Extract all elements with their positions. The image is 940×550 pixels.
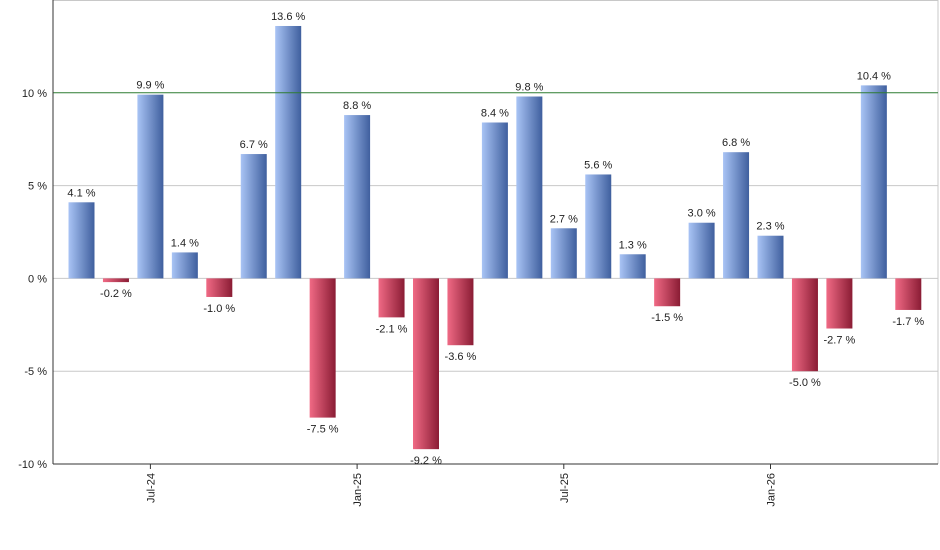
bar (413, 278, 439, 450)
bar (275, 25, 302, 279)
data-label: 10.4 % (857, 70, 891, 82)
data-label: -9.2 % (410, 455, 442, 467)
x-tick-label: Jan-25 (352, 473, 364, 507)
bar (171, 252, 198, 279)
x-tick-label: Jul-24 (145, 473, 157, 503)
bar (688, 222, 715, 279)
data-label: -2.7 % (824, 335, 856, 347)
axes: -10 % -5 % 0 % 5 % 10 % Jul-24 Jan-25 Jul-25 Jan… (18, 0, 938, 507)
data-labels: 4.1 % -0.2 % 9.9 % 1.4 % -1.0 % 6.7 % 13.6 % -7… (67, 11, 924, 467)
data-label: -0.2 % (100, 288, 132, 300)
bar (344, 115, 371, 279)
y-tick-label: 0 % (28, 273, 47, 285)
data-label: 5.6 % (584, 159, 612, 171)
bar (550, 228, 577, 279)
bar (206, 278, 233, 297)
bar (309, 278, 336, 418)
data-label: 9.9 % (136, 80, 164, 92)
bar (723, 152, 750, 279)
bar (895, 278, 922, 310)
x-tick-label: Jul-25 (559, 473, 571, 503)
bar (481, 122, 508, 279)
data-label: 3.0 % (688, 208, 716, 220)
data-label: 6.8 % (722, 137, 750, 149)
data-label: -3.6 % (445, 351, 477, 363)
data-label: 2.7 % (550, 213, 578, 225)
data-label: 1.3 % (619, 239, 647, 251)
x-tick-label: Jan-26 (766, 473, 778, 507)
data-label: -2.1 % (376, 323, 408, 335)
data-label: -1.7 % (892, 316, 924, 328)
data-label: -1.0 % (203, 303, 235, 315)
data-label: 9.8 % (515, 82, 543, 94)
data-label: -5.0 % (789, 377, 821, 389)
bar (654, 278, 681, 307)
data-label: -1.5 % (651, 312, 683, 324)
data-label: 4.1 % (67, 187, 95, 199)
data-label: 13.6 % (271, 11, 305, 23)
bar (860, 85, 887, 279)
data-label: 6.7 % (240, 139, 268, 151)
bar (826, 278, 853, 329)
y-tick-label: -10 % (18, 459, 47, 471)
bar (516, 96, 543, 279)
data-label: 2.3 % (756, 221, 784, 233)
bar (757, 235, 784, 279)
y-tick-label: 5 % (28, 181, 47, 193)
data-label: 8.8 % (343, 100, 371, 112)
bar (585, 174, 612, 279)
bar (137, 94, 164, 279)
data-label: 8.4 % (481, 107, 509, 119)
bar (378, 278, 405, 318)
bars (68, 25, 922, 450)
data-label: 1.4 % (171, 237, 199, 249)
bar (102, 278, 129, 283)
y-tick-label: 10 % (22, 88, 47, 100)
bar (68, 202, 95, 279)
y-tick-label: -5 % (24, 366, 47, 378)
data-label: -7.5 % (307, 424, 339, 436)
bar (447, 278, 474, 346)
bar (791, 278, 818, 372)
bar (619, 254, 646, 279)
bar (240, 154, 267, 279)
